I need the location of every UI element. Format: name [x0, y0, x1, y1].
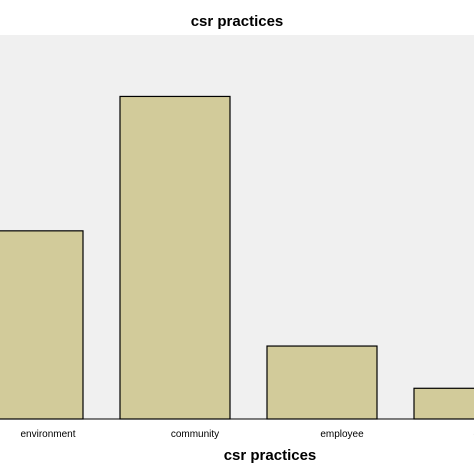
bar-employee: [266, 345, 378, 420]
x-tick-label: community: [171, 429, 219, 440]
bar-ed: [413, 387, 474, 420]
x-tick-label: environment: [20, 429, 75, 440]
bar-community: [119, 95, 231, 420]
x-tick-labels: environmentcommunityemployeeed: [20, 429, 474, 440]
x-axis-title: csr practices: [224, 447, 317, 464]
chart-title: csr practices: [191, 13, 284, 30]
bar-environment: [0, 230, 84, 420]
x-tick-label: employee: [320, 429, 364, 440]
